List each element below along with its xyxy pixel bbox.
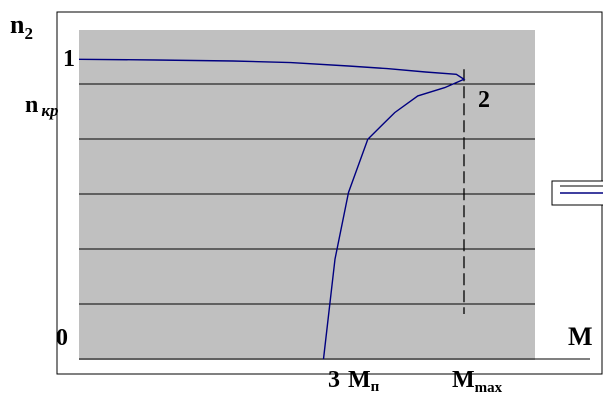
m-max-label: Mmax bbox=[452, 367, 503, 394]
plot-area bbox=[79, 30, 535, 360]
point-2-label: 2 bbox=[478, 87, 490, 113]
y-axis-label: n2 bbox=[10, 10, 33, 43]
gridlines bbox=[79, 83, 535, 305]
x-axis-label: M bbox=[568, 322, 593, 351]
m-start-label: 3 Mп bbox=[328, 367, 380, 394]
speed-torque-curve bbox=[78, 58, 466, 360]
y-top-label: 1 bbox=[63, 46, 75, 72]
n-critical-label: n кр bbox=[25, 92, 58, 120]
origin-label: 0 bbox=[56, 325, 68, 351]
